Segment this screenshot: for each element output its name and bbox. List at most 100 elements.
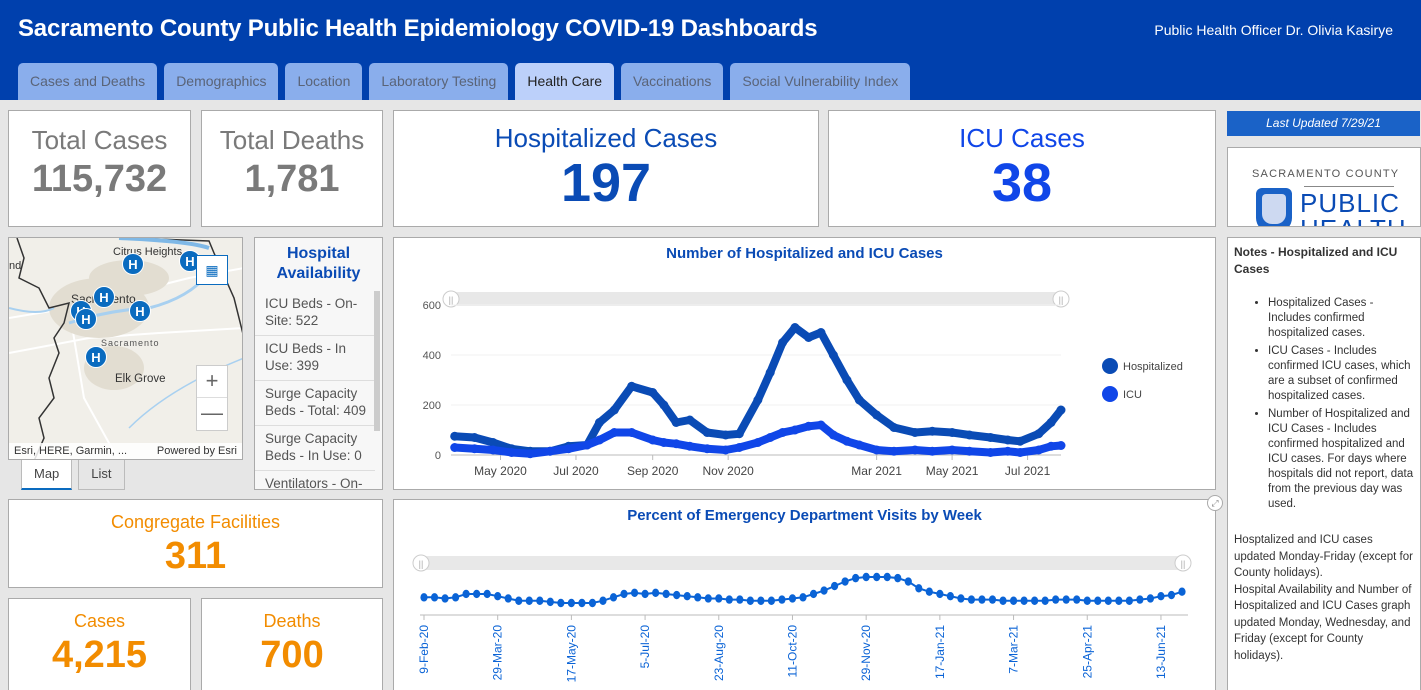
data-point [1056, 405, 1066, 415]
data-point [964, 446, 974, 456]
x-tick-label: May 2020 [474, 464, 527, 478]
page-title: Sacramento County Public Health Epidemio… [18, 15, 818, 42]
data-point [1009, 596, 1018, 605]
hospital-pin[interactable]: H [129, 300, 151, 322]
data-point [852, 573, 860, 583]
data-point [507, 448, 517, 457]
total-deaths-label: Total Deaths [219, 125, 365, 155]
logo-public-text: PUBLIC [1300, 188, 1400, 218]
tab-vaccinations[interactable]: Vaccinations [621, 63, 724, 100]
data-point [1104, 596, 1112, 605]
notes-bullet: Hospitalized Cases - Includes confirmed … [1268, 296, 1414, 341]
x-tick-label: 13-Jun-21 [1154, 625, 1168, 679]
data-point [494, 592, 502, 601]
range-slider-handle[interactable] [1174, 554, 1192, 572]
notes-bullet: Number of Hospitalized and ICU Cases - I… [1268, 407, 1414, 512]
data-point [999, 596, 1007, 605]
range-slider-track [451, 292, 1061, 306]
zoom-controls: + — [196, 365, 228, 431]
powered-by-esri[interactable]: Powered by Esri [156, 445, 237, 457]
tab-laboratory-testing[interactable]: Laboratory Testing [369, 63, 509, 100]
hospital-pin[interactable]: H [179, 250, 201, 272]
hospital-pin[interactable]: H [93, 286, 115, 308]
data-point [609, 405, 619, 415]
hospital-pin[interactable]: H [122, 253, 144, 275]
data-point [450, 431, 460, 441]
congregate-cases-label: Cases [73, 611, 126, 631]
data-point [964, 430, 974, 440]
attribution-text[interactable]: Esri, HERE, Garmin, ... [14, 445, 128, 457]
shield-icon [1256, 188, 1292, 226]
data-point [1178, 587, 1186, 596]
data-point [947, 445, 957, 455]
zoom-in-button[interactable]: + [197, 366, 227, 398]
data-point [883, 572, 891, 582]
x-tick-label: Mar 2021 [851, 464, 902, 478]
tab-bar: Cases and Deaths Demographics Location L… [18, 63, 911, 100]
legend-marker [1102, 358, 1118, 374]
hospitalized-icu-chart: Number of Hospitalized and ICU Cases || |… [393, 237, 1216, 490]
data-point [488, 438, 498, 447]
hospital-availability-title: Hospital Availability [276, 245, 361, 282]
data-point [648, 388, 658, 397]
data-point [1083, 596, 1091, 605]
data-point [594, 435, 604, 445]
data-point [588, 598, 597, 608]
data-point [957, 594, 965, 603]
data-point [599, 596, 607, 605]
data-point [1031, 596, 1039, 605]
data-point [927, 426, 937, 436]
grip-icon: || [1181, 559, 1186, 569]
data-point [820, 586, 828, 595]
data-point [788, 594, 797, 603]
range-slider-track [421, 556, 1183, 570]
hospitalized-cases-card: Hospitalized Cases 197 [393, 110, 819, 227]
range-slider-handle[interactable] [1052, 290, 1070, 308]
notes-title: Notes - Hospitalized and ICU Cases [1234, 245, 1398, 276]
data-point [725, 595, 733, 604]
data-point [1125, 596, 1133, 605]
hospitalized-cases-label: Hospitalized Cases [494, 123, 718, 153]
tab-health-care[interactable]: Health Care [515, 63, 615, 100]
expand-icon[interactable]: ⤢ [1207, 495, 1223, 511]
zoom-out-button[interactable]: — [201, 400, 223, 425]
data-point [659, 400, 669, 410]
range-slider-handle[interactable] [412, 554, 430, 572]
data-point [652, 588, 660, 598]
data-point [854, 440, 864, 450]
tab-cases-and-deaths[interactable]: Cases and Deaths [18, 63, 158, 100]
scrollbar[interactable] [374, 291, 380, 431]
hospitalized-cases-value: 197 [560, 153, 652, 213]
list-item: Surge Capacity Beds - Total: 409 [255, 381, 375, 426]
officer-name: Public Health Officer Dr. Olivia Kasirye [1154, 22, 1393, 38]
data-point [746, 596, 754, 605]
data-point [609, 593, 618, 602]
data-point [557, 598, 565, 608]
data-point [450, 443, 460, 452]
map-tab[interactable]: Map [21, 460, 73, 490]
y-tick-label: 200 [423, 400, 441, 412]
hospital-map[interactable]: Citrus Heights Sacramento Sacramento Elk… [8, 237, 243, 460]
x-tick-label: 11-Oct-20 [785, 625, 799, 678]
data-point [1003, 446, 1013, 456]
data-point [830, 581, 839, 591]
data-point [925, 587, 933, 596]
data-point [620, 589, 628, 599]
data-point [1146, 594, 1155, 603]
range-slider-handle[interactable] [442, 290, 460, 308]
hospital-pin[interactable]: H [85, 346, 107, 368]
icu-cases-card: ICU Cases 38 [828, 110, 1216, 227]
x-tick-label: 7-Mar-21 [1007, 625, 1021, 674]
tab-location[interactable]: Location [285, 63, 363, 100]
data-point [470, 433, 480, 442]
total-cases-value: 115,732 [31, 158, 168, 200]
ed-visits-chart: Percent of Emergency Department Visits b… [393, 499, 1216, 690]
tab-demographics[interactable]: Demographics [164, 63, 279, 100]
layers-icon[interactable]: ▦ [196, 255, 228, 285]
hospital-pin[interactable]: H [75, 308, 97, 330]
map-list-tabs: Map List [21, 460, 125, 490]
icu-cases-label: ICU Cases [959, 123, 1085, 153]
list-tab[interactable]: List [78, 460, 125, 490]
tab-social-vulnerability-index[interactable]: Social Vulnerability Index [730, 63, 911, 100]
map-place-sacramento-county: Sacramento [101, 338, 160, 348]
